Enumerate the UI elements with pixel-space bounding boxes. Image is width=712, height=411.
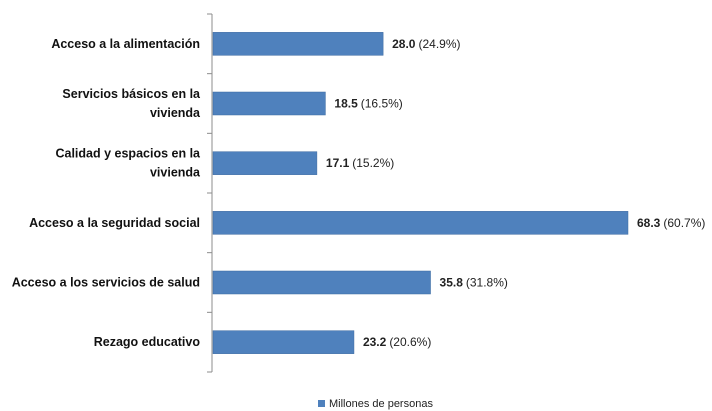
data-label-value: 35.8 [440,276,464,290]
legend-swatch [318,400,325,407]
data-label: 35.8 (31.8%) [440,276,508,290]
category-label: Acceso a la alimentación [51,37,200,51]
category-label-line: Acceso a la alimentación [51,37,200,51]
category-label: Servicios básicos en la vivienda [62,87,201,120]
bar [212,32,384,56]
category-label-line: Calidad y espacios en la [55,147,201,161]
data-label-percent: (24.9%) [418,37,460,51]
value-labels-group: 28.0 (24.9%) 18.5 (16.5%) 17.1 (15.2%) 68.3 (60… [326,37,705,349]
category-label-line: Servicios básicos en la [62,87,201,101]
data-label-value: 18.5 [334,97,358,111]
axis-ticks-group [207,13,212,373]
data-label: 18.5 (16.5%) [334,97,402,111]
data-label-value: 28.0 [392,37,416,51]
category-label-line: Rezago educativo [94,335,201,349]
data-label: 68.3 (60.7%) [637,216,705,230]
data-label-percent: (15.2%) [352,156,394,170]
bar [212,91,326,116]
category-label-line: Acceso a los servicios de salud [12,276,200,290]
bar [212,211,629,235]
bar [212,270,431,295]
category-label-line: vivienda [150,166,201,180]
category-label-line: Acceso a la seguridad social [29,216,200,230]
data-label: 17.1 (15.2%) [326,156,394,170]
data-label-value: 23.2 [363,335,387,349]
data-label-percent: (20.6%) [389,335,431,349]
data-label: 28.0 (24.9%) [392,37,460,51]
category-label: Calidad y espacios en la vivienda [55,147,201,180]
data-label-value: 17.1 [326,156,350,170]
legend-label: Millones de personas [329,398,433,410]
data-label-value: 68.3 [637,216,661,230]
category-label-line: vivienda [150,106,201,120]
legend: Millones de personas [318,398,433,410]
data-label-percent: (16.5%) [361,97,403,111]
bar [212,151,318,175]
data-label-percent: (31.8%) [466,276,508,290]
data-label-percent: (60.7%) [663,216,705,230]
bar [212,330,355,354]
data-label: 23.2 (20.6%) [363,335,431,349]
bars-group [212,32,629,354]
category-label: Acceso a la seguridad social [29,216,200,230]
category-label: Rezago educativo [94,335,201,349]
category-label: Acceso a los servicios de salud [12,276,200,290]
category-labels-group: Acceso a la alimentación Servicios básico… [12,37,201,349]
